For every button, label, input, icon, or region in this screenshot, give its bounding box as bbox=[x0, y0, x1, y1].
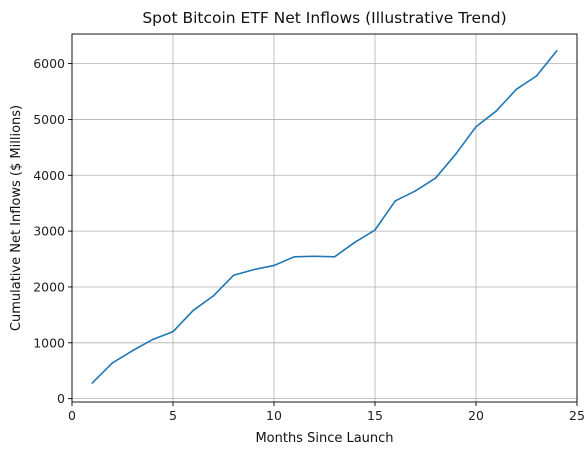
x-tick-label: 25 bbox=[569, 408, 585, 423]
data-point bbox=[414, 190, 417, 192]
data-point bbox=[434, 177, 437, 179]
data-point bbox=[111, 362, 114, 364]
x-tick-label: 10 bbox=[266, 408, 282, 423]
tick-labels: 0 5 10 15 20 25 0 1000 2000 3000 4000 5000 6000 bbox=[33, 56, 585, 423]
data-point bbox=[333, 256, 336, 258]
data-point bbox=[495, 110, 498, 112]
y-tick-label: 3000 bbox=[33, 224, 65, 239]
data-point bbox=[232, 274, 235, 277]
data-point bbox=[556, 49, 558, 52]
data-point bbox=[293, 256, 296, 258]
grid bbox=[71, 34, 578, 402]
series-layer bbox=[91, 49, 558, 384]
y-tick-label: 5000 bbox=[33, 112, 65, 127]
data-point bbox=[152, 338, 154, 341]
data-point bbox=[313, 255, 316, 258]
y-tick-label: 1000 bbox=[33, 335, 65, 350]
y-tick-label: 0 bbox=[57, 391, 65, 406]
data-point bbox=[273, 264, 275, 267]
data-point bbox=[131, 349, 134, 352]
data-point bbox=[394, 200, 397, 202]
data-point bbox=[172, 330, 174, 333]
series-line bbox=[91, 50, 558, 384]
data-point bbox=[475, 125, 477, 128]
x-tick-label: 15 bbox=[367, 408, 383, 423]
y-axis-label: Cumulative Net Inflows ($ Millions) bbox=[9, 105, 24, 331]
x-tick-label: 5 bbox=[169, 408, 177, 423]
data-point bbox=[374, 229, 376, 231]
x-axis-label: Months Since Launch bbox=[255, 431, 393, 446]
y-tick-label: 6000 bbox=[33, 56, 65, 71]
data-point bbox=[455, 153, 457, 155]
plot-frame bbox=[71, 33, 578, 403]
data-point bbox=[253, 268, 255, 271]
axes bbox=[68, 33, 578, 406]
x-tick-label: 0 bbox=[68, 408, 76, 423]
data-point bbox=[515, 88, 518, 91]
y-tick-label: 4000 bbox=[33, 168, 65, 183]
data-point bbox=[354, 241, 356, 244]
x-tick-label: 20 bbox=[468, 408, 484, 423]
data-point bbox=[535, 75, 538, 77]
data-point bbox=[212, 295, 215, 297]
y-tick-label: 2000 bbox=[33, 279, 65, 294]
data-point bbox=[192, 309, 194, 312]
chart-title: Spot Bitcoin ETF Net Inflows (Illustrati… bbox=[142, 9, 506, 27]
data-point bbox=[91, 382, 93, 384]
